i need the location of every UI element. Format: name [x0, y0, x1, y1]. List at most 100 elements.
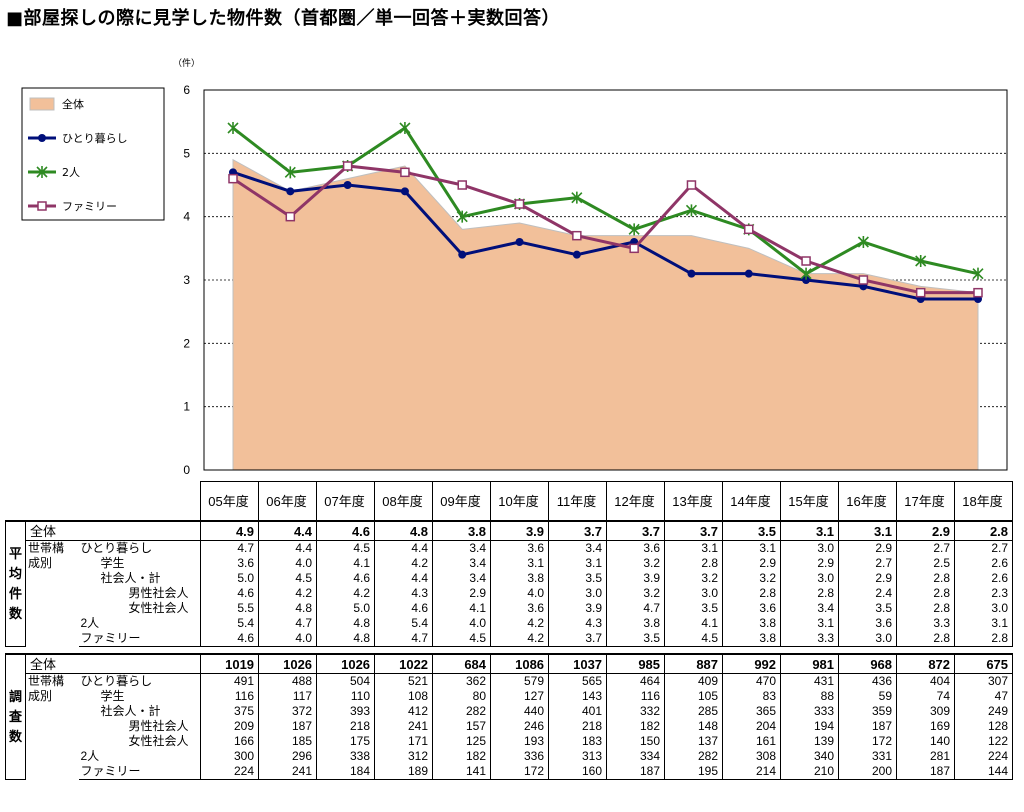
- total-cell: 3.5: [722, 520, 782, 541]
- value-cell: 204: [722, 719, 782, 734]
- value-cell: 4.4: [374, 571, 434, 586]
- value-cell: 307: [954, 673, 1014, 689]
- data-point: [400, 167, 410, 178]
- value-cell: 336: [490, 749, 550, 764]
- total-cell: 887: [664, 653, 724, 674]
- value-cell: 3.6: [200, 556, 260, 571]
- value-cell: 108: [374, 689, 434, 704]
- avg-row: 社会人・計 5.0 4.5 4.6 4.4 3.4 3.8 3.5 3.9 3.2 3.2 3.0 2.…: [6, 571, 1014, 586]
- total-cell: 1022: [374, 653, 434, 674]
- value-cell: 194: [780, 719, 840, 734]
- row-label: ファミリー: [78, 631, 202, 647]
- value-cell: 4.8: [316, 631, 376, 647]
- value-cell: 4.0: [258, 631, 318, 647]
- value-cell: 4.1: [432, 601, 492, 616]
- value-cell: 128: [954, 719, 1014, 734]
- spacer-row: [6, 647, 1013, 655]
- value-cell: 116: [606, 689, 666, 704]
- row-label: 社会人・計: [78, 704, 202, 719]
- value-cell: 148: [664, 719, 724, 734]
- series-line: [232, 170, 978, 301]
- year-header-cell: 14年度: [722, 481, 782, 522]
- legend-marker: [36, 166, 48, 178]
- value-cell: 3.2: [606, 556, 666, 571]
- total-cell: 1026: [316, 653, 376, 674]
- data-point: [858, 275, 869, 285]
- value-cell: 2.3: [954, 586, 1014, 601]
- value-cell: 3.0: [664, 586, 724, 601]
- value-cell: 224: [954, 749, 1014, 764]
- legend-swatch: [29, 97, 55, 111]
- total-cell: 2.8: [954, 520, 1014, 541]
- avg-total-row: 平 均 件 数全体 4.9 4.4 4.6 4.8 3.8 3.9 3.7 3.7 3.7 3.5 3…: [5, 520, 1014, 647]
- value-cell: 74: [896, 689, 956, 704]
- value-cell: 3.2: [606, 586, 666, 601]
- year-header-row: 05年度 06年度 07年度 08年度 09年度 10年度 11年度 12年度 13年度 14年度…: [6, 481, 1014, 522]
- value-cell: 2.6: [954, 556, 1014, 571]
- value-cell: 157: [432, 719, 492, 734]
- total-cell: 675: [954, 653, 1014, 674]
- total-cell: 968: [838, 653, 898, 674]
- value-cell: 241: [374, 719, 434, 734]
- y-tick-label: 4: [183, 210, 190, 224]
- value-cell: 3.6: [722, 601, 782, 616]
- total-cell: 3.9: [490, 520, 550, 541]
- data-point: [801, 256, 811, 266]
- row-label: 女性社会人: [78, 601, 202, 616]
- year-header-cell: 13年度: [664, 481, 724, 522]
- avg-row: 男性社会人 4.6 4.2 4.2 4.3 2.9 4.0 3.0 3.2 3.0 2.8 2.8 2.…: [6, 586, 1014, 601]
- value-cell: 565: [548, 673, 608, 689]
- cnt-row: 女性社会人 166 185 175 171 125 193 183 150 137 161 139 17…: [6, 734, 1014, 749]
- data-point: [972, 267, 984, 280]
- value-cell: 3.5: [606, 631, 666, 647]
- value-cell: 218: [548, 719, 608, 734]
- value-cell: 4.6: [316, 571, 376, 586]
- row-label: 全体: [25, 653, 202, 674]
- value-cell: 3.1: [548, 556, 608, 571]
- cnt-total-row: 調 査 数全体 1019 1026 1026 1022 684 1086 1037 985 887…: [5, 653, 1014, 780]
- legend-label: ひとり暮らし: [62, 131, 128, 145]
- value-cell: 4.2: [258, 586, 318, 601]
- data-point: [456, 210, 468, 223]
- value-cell: 412: [374, 704, 434, 719]
- value-cell: 185: [258, 734, 318, 749]
- value-cell: 172: [838, 734, 898, 749]
- data-point: [800, 267, 812, 280]
- value-cell: 362: [432, 673, 492, 689]
- y-tick-label: 5: [183, 146, 190, 160]
- value-cell: 2.8: [896, 586, 956, 601]
- value-cell: 470: [722, 673, 782, 689]
- value-cell: 189: [374, 764, 434, 780]
- value-cell: 4.6: [200, 586, 260, 601]
- value-cell: 333: [780, 704, 840, 719]
- value-cell: 308: [722, 749, 782, 764]
- data-point: [286, 187, 295, 196]
- value-cell: 3.0: [780, 571, 840, 586]
- value-cell: 3.6: [606, 540, 666, 556]
- value-cell: 3.5: [838, 601, 898, 616]
- value-cell: 175: [316, 734, 376, 749]
- value-cell: 3.3: [780, 631, 840, 647]
- row-label: 女性社会人: [78, 734, 202, 749]
- value-cell: 209: [200, 719, 260, 734]
- series-line: [232, 164, 978, 295]
- value-cell: 281: [896, 749, 956, 764]
- value-cell: 4.6: [374, 601, 434, 616]
- cnt-row: ファミリー 224 241 184 189 141 172 160 187 195 214 210 20…: [6, 764, 1014, 780]
- value-cell: 169: [896, 719, 956, 734]
- total-cell: 1019: [200, 653, 260, 674]
- data-point: [343, 181, 352, 189]
- value-cell: 312: [374, 749, 434, 764]
- value-cell: 464: [606, 673, 666, 689]
- value-cell: 182: [432, 749, 492, 764]
- value-cell: 2.6: [954, 571, 1014, 586]
- value-cell: 5.4: [374, 616, 434, 631]
- value-cell: 80: [432, 689, 492, 704]
- y-tick-label: 0: [183, 463, 190, 477]
- value-cell: 2.8: [896, 631, 956, 647]
- value-cell: 3.4: [432, 540, 492, 556]
- data-point: [915, 255, 927, 267]
- value-cell: 2.7: [954, 540, 1014, 556]
- group-label: 世帯構成別: [25, 540, 79, 647]
